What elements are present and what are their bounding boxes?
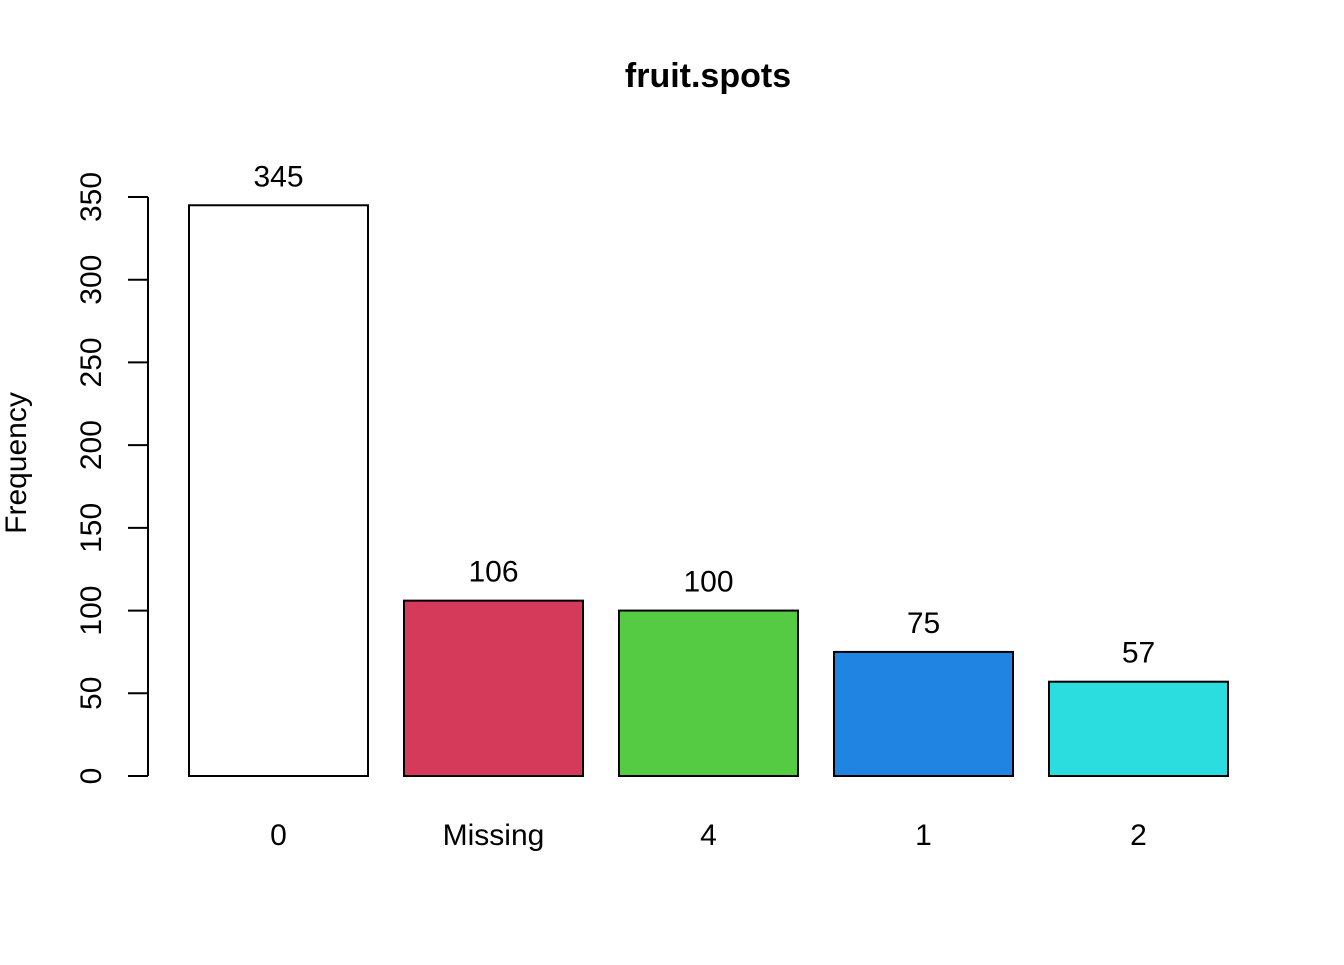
x-axis-tick-labels: 0 Missing 4 1 2 bbox=[270, 819, 1147, 852]
x-tick-label-1: 1 bbox=[915, 819, 932, 852]
value-label-2: 57 bbox=[1122, 637, 1155, 670]
bar-missing bbox=[403, 599, 584, 777]
bar-0 bbox=[188, 204, 369, 777]
y-tick-label-150: 150 bbox=[75, 503, 108, 553]
value-label-missing: 106 bbox=[468, 556, 518, 589]
y-tick-label-0: 0 bbox=[75, 768, 108, 785]
bars bbox=[188, 204, 1229, 778]
y-axis: 0 50 100 150 200 250 300 350 bbox=[75, 172, 149, 785]
x-tick-label-missing: Missing bbox=[443, 819, 545, 852]
y-tick-label-250: 250 bbox=[75, 337, 108, 387]
y-tick-label-350: 350 bbox=[75, 172, 108, 222]
bar-4 bbox=[618, 609, 799, 777]
value-label-0: 345 bbox=[253, 160, 303, 193]
bar-2 bbox=[1048, 680, 1229, 777]
y-tick-label-200: 200 bbox=[75, 420, 108, 470]
chart-title: fruit.spots bbox=[625, 57, 791, 95]
x-tick-label-0: 0 bbox=[270, 819, 287, 852]
value-labels: 345 106 100 75 57 bbox=[253, 160, 1155, 669]
y-tick-label-100: 100 bbox=[75, 586, 108, 636]
bar-1 bbox=[833, 650, 1014, 778]
y-axis-label: Frequency bbox=[0, 392, 33, 534]
y-tick-label-300: 300 bbox=[75, 255, 108, 305]
value-label-4: 100 bbox=[683, 566, 733, 599]
x-tick-label-2: 2 bbox=[1130, 819, 1147, 852]
value-label-1: 75 bbox=[907, 607, 940, 640]
x-tick-label-4: 4 bbox=[700, 819, 717, 852]
y-tick-label-50: 50 bbox=[75, 677, 108, 710]
